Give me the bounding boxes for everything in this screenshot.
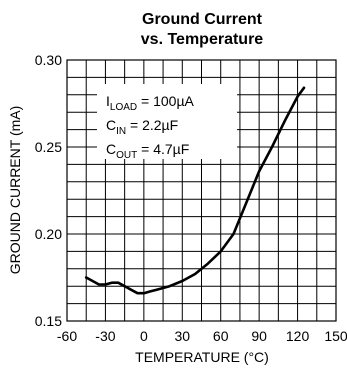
y-axis-label: GROUND CURRENT (mA) [7, 106, 23, 275]
chart-title-line-1: Ground Current [142, 11, 263, 28]
annotation-text: COUT = 4.7µF [106, 141, 189, 161]
y-tick-labels: 0.15 0.20 0.25 0.30 [35, 52, 62, 329]
x-tick-label: -60 [57, 328, 77, 344]
x-tick-label: -30 [95, 328, 115, 344]
x-tick-label: 30 [174, 328, 190, 344]
y-tick-label: 0.15 [35, 313, 62, 329]
y-tick-label: 0.30 [35, 52, 62, 68]
condition-annotations: ILOAD = 100µA CIN = 2.2µF COUT = 4.7µF [97, 84, 237, 161]
y-tick-label: 0.20 [35, 226, 62, 242]
chart-title-line-2: vs. Temperature [141, 31, 264, 48]
annotation-background [97, 84, 237, 159]
x-tick-label: 90 [251, 328, 267, 344]
ground-current-curve [84, 86, 306, 295]
annotation-text: ILOAD = 100µA [106, 93, 195, 113]
x-tick-label: 0 [140, 328, 148, 344]
plot-frame [66, 59, 337, 322]
annotation-text: CIN = 2.2µF [106, 117, 178, 137]
y-tick-label: 0.25 [35, 139, 62, 155]
x-tick-label: 120 [286, 328, 310, 344]
x-tick-labels: -60 -30 0 30 60 90 120 150 [57, 328, 347, 344]
x-tick-label: 60 [213, 328, 229, 344]
x-axis-label: TEMPERATURE (°C) [135, 349, 269, 365]
x-tick-label: 150 [324, 328, 347, 344]
